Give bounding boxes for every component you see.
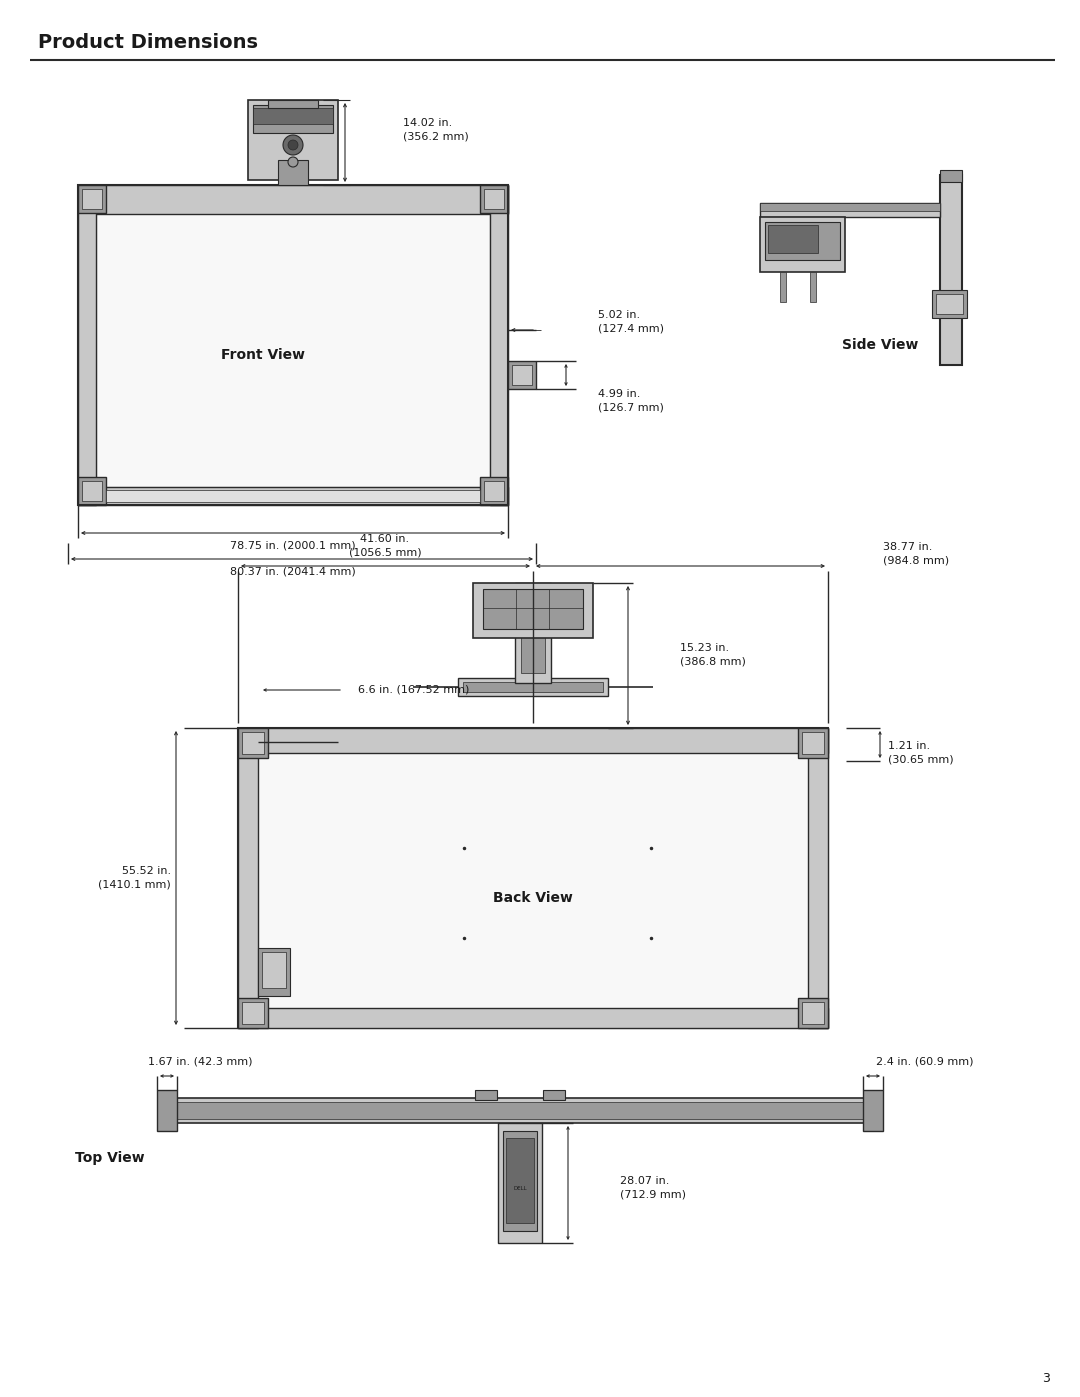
Bar [82,189,102,210]
Bar [508,360,536,388]
Text: 15.23 in.
(386.8 mm): 15.23 in. (386.8 mm) [680,644,746,666]
Bar [473,583,593,638]
Bar [238,728,258,1028]
Text: Top View: Top View [76,1151,145,1165]
Text: Back View: Back View [494,891,572,905]
Text: 1.21 in.
(30.65 mm): 1.21 in. (30.65 mm) [888,742,954,764]
Bar [498,1123,542,1243]
Bar [258,949,291,996]
Bar [78,488,508,504]
Bar [253,108,333,124]
Bar [463,682,603,692]
Bar [78,184,508,504]
Bar [242,1002,264,1024]
Bar [798,997,828,1028]
Text: 6.6 in. (167.52 mm): 6.6 in. (167.52 mm) [357,685,470,694]
Bar [268,101,318,108]
Bar [768,225,818,253]
Bar [238,728,268,759]
Bar [936,293,963,314]
Text: Front View: Front View [221,348,305,362]
Bar [173,1102,867,1119]
Bar [512,365,532,386]
Text: 14.02 in.
(356.2 mm): 14.02 in. (356.2 mm) [403,119,469,141]
Bar [253,105,333,133]
Bar [484,481,504,502]
Text: 4.99 in.
(126.7 mm): 4.99 in. (126.7 mm) [598,390,664,412]
Bar [507,1139,534,1222]
Text: Side View: Side View [841,338,918,352]
Bar [810,272,816,302]
Bar [780,272,786,302]
Bar [242,732,264,754]
Bar [863,1090,883,1132]
Bar [932,291,967,319]
Text: DELL: DELL [513,1186,527,1190]
Text: 41.60 in.
(1056.5 mm): 41.60 in. (1056.5 mm) [349,535,421,557]
Bar [248,101,338,180]
Bar [483,590,583,629]
Circle shape [288,156,298,168]
Bar [802,1002,824,1024]
Bar [458,678,608,696]
Text: 3: 3 [1042,1372,1050,1384]
Bar [480,476,508,504]
Text: 5.02 in.
(127.4 mm): 5.02 in. (127.4 mm) [598,310,664,334]
Bar [278,161,308,184]
Bar [475,1090,497,1099]
Bar [262,951,286,988]
Bar [765,222,840,260]
Text: 38.77 in.
(984.8 mm): 38.77 in. (984.8 mm) [883,542,949,566]
Circle shape [288,140,298,149]
Bar [78,184,96,504]
Bar [543,1090,565,1099]
Bar [106,490,480,502]
Bar [760,217,845,272]
Text: Product Dimensions: Product Dimensions [38,34,258,53]
Bar [82,481,102,502]
Bar [515,583,551,683]
Bar [238,997,268,1028]
Circle shape [283,136,303,155]
Bar [760,203,940,217]
Bar [484,189,504,210]
Bar [521,588,545,673]
Bar [490,184,508,504]
Text: 78.75 in. (2000.1 mm): 78.75 in. (2000.1 mm) [230,541,355,550]
Bar [238,728,828,753]
Bar [96,203,490,488]
Text: 2.4 in. (60.9 mm): 2.4 in. (60.9 mm) [876,1058,974,1067]
Bar [940,170,962,182]
Bar [808,728,828,1028]
Bar [798,728,828,759]
Bar [238,1009,828,1028]
Text: 28.07 in.
(712.9 mm): 28.07 in. (712.9 mm) [620,1176,686,1200]
Bar [78,184,508,214]
Bar [760,203,940,211]
Bar [78,476,106,504]
Bar [78,184,106,212]
Text: 55.52 in.
(1410.1 mm): 55.52 in. (1410.1 mm) [98,866,171,890]
Bar [802,732,824,754]
Bar [940,175,962,365]
Bar [503,1132,537,1231]
Bar [238,728,828,1028]
Text: 80.37 in. (2041.4 mm): 80.37 in. (2041.4 mm) [230,566,356,576]
Bar [480,184,508,212]
Bar [165,1098,875,1123]
Text: 1.67 in. (42.3 mm): 1.67 in. (42.3 mm) [148,1058,253,1067]
Bar [157,1090,177,1132]
